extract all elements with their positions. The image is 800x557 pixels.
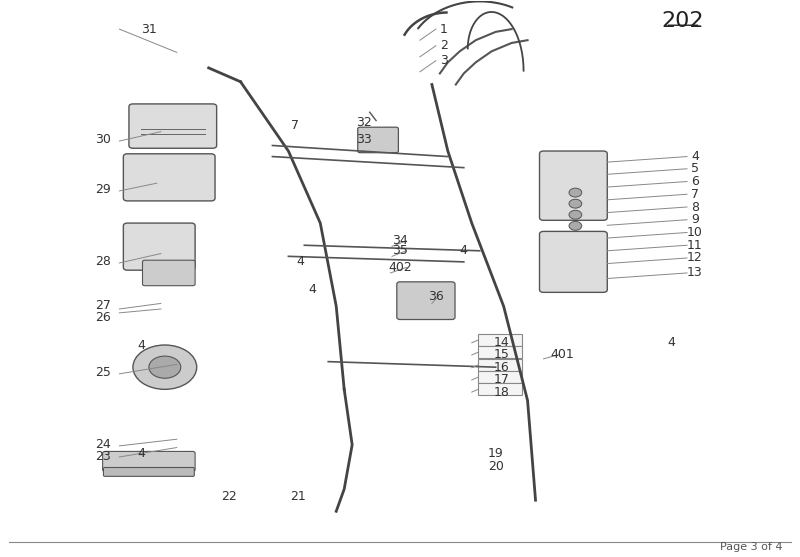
Text: 4: 4 [297, 255, 304, 268]
Text: 35: 35 [392, 245, 408, 257]
Text: 4: 4 [308, 283, 316, 296]
Text: 12: 12 [687, 252, 703, 265]
Circle shape [569, 222, 582, 230]
Text: Page 3 of 4: Page 3 of 4 [720, 543, 782, 553]
FancyBboxPatch shape [129, 104, 217, 148]
Bar [478, 346, 522, 358]
Text: 4: 4 [137, 447, 145, 460]
Text: 3: 3 [440, 54, 448, 67]
Text: 402: 402 [388, 261, 412, 274]
Text: 32: 32 [356, 116, 372, 129]
Text: 11: 11 [687, 239, 703, 252]
Text: 8: 8 [691, 201, 699, 213]
Text: 20: 20 [488, 461, 504, 473]
Text: 25: 25 [95, 366, 111, 379]
Text: 36: 36 [428, 290, 444, 303]
Text: 5: 5 [691, 162, 699, 175]
FancyBboxPatch shape [123, 223, 195, 270]
Text: 6: 6 [691, 175, 699, 188]
Text: 22: 22 [221, 490, 237, 503]
Text: 2: 2 [440, 39, 448, 52]
Text: 27: 27 [95, 299, 111, 311]
Text: 28: 28 [95, 255, 111, 268]
Circle shape [149, 356, 181, 378]
FancyBboxPatch shape [102, 451, 195, 471]
Text: 21: 21 [290, 490, 306, 503]
Text: 34: 34 [392, 234, 408, 247]
Text: 24: 24 [95, 438, 111, 451]
Text: 15: 15 [494, 348, 510, 361]
Text: 17: 17 [494, 373, 510, 386]
FancyBboxPatch shape [142, 260, 195, 286]
Text: 9: 9 [691, 213, 699, 226]
Text: 1: 1 [440, 23, 448, 36]
Circle shape [569, 199, 582, 208]
Text: 7: 7 [691, 188, 699, 201]
Text: 202: 202 [662, 11, 704, 31]
FancyBboxPatch shape [539, 231, 607, 292]
Text: 4: 4 [137, 339, 145, 351]
Circle shape [569, 211, 582, 219]
Text: 13: 13 [687, 266, 703, 280]
FancyBboxPatch shape [397, 282, 455, 320]
Text: 4: 4 [460, 245, 468, 257]
Text: 29: 29 [95, 183, 111, 196]
Text: 23: 23 [95, 451, 111, 463]
Text: 4: 4 [691, 150, 699, 163]
Text: 4: 4 [667, 336, 675, 349]
Text: 31: 31 [141, 23, 157, 36]
Text: 7: 7 [290, 119, 298, 132]
Circle shape [569, 188, 582, 197]
Text: 19: 19 [488, 447, 503, 460]
Text: 33: 33 [356, 134, 372, 146]
Text: 18: 18 [494, 385, 510, 399]
Bar [478, 334, 522, 346]
Text: 16: 16 [494, 361, 510, 374]
FancyBboxPatch shape [358, 127, 398, 153]
Text: 14: 14 [494, 336, 510, 349]
Bar [478, 371, 522, 383]
Text: 30: 30 [95, 134, 111, 146]
Bar [478, 359, 522, 371]
Text: 401: 401 [550, 348, 574, 361]
Circle shape [133, 345, 197, 389]
FancyBboxPatch shape [539, 151, 607, 221]
FancyBboxPatch shape [103, 467, 194, 476]
FancyBboxPatch shape [123, 154, 215, 201]
Text: 10: 10 [687, 226, 703, 239]
Bar [478, 383, 522, 395]
Text: 26: 26 [95, 311, 111, 324]
